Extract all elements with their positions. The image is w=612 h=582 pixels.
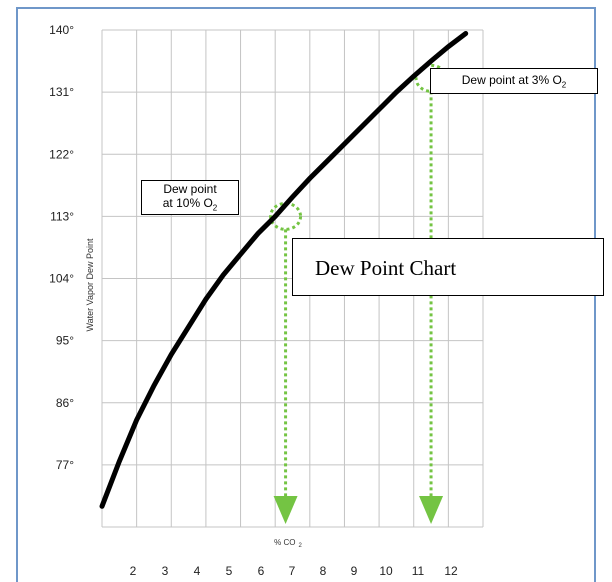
- y-tick-label: 95°: [56, 334, 74, 348]
- y-tick-label: 113°: [50, 209, 74, 223]
- y-tick-label: 77°: [56, 458, 74, 472]
- x-axis-label: % CO 2: [274, 538, 302, 549]
- x-tick-label: 12: [444, 564, 458, 578]
- y-tick-label: 104°: [49, 272, 74, 286]
- dew-point-curve: [99, 31, 469, 509]
- x-tick-label: 8: [320, 564, 327, 578]
- y-tick-label: 131°: [49, 85, 74, 99]
- y-tick-label: 122°: [49, 147, 74, 161]
- x-tick-label: 10: [379, 564, 393, 578]
- x-tick-label: 9: [351, 564, 358, 578]
- x-tick-label: 3: [162, 564, 169, 578]
- y-axis-ticks: 140° 131° 122° 113° 104° 95° 86° 77°: [49, 23, 74, 472]
- x-tick-label: 5: [226, 564, 233, 578]
- x-tick-label: 4: [194, 564, 201, 578]
- annotation-3pct-o2: Dew point at 3% O2: [430, 68, 598, 94]
- annotation-10pct-line1: Dew point: [163, 182, 217, 196]
- y-tick-label: 140°: [49, 23, 74, 37]
- annotation-arrowhead: [273, 496, 298, 524]
- chart-title: Dew Point Chart: [292, 238, 604, 296]
- y-tick-label: 86°: [56, 396, 74, 410]
- y-axis-label: Water Vapor Dew Point: [85, 238, 95, 332]
- x-tick-label: 11: [412, 564, 425, 578]
- annotation-10pct-line2: at 10% O2: [162, 196, 218, 213]
- x-tick-label: 6: [258, 564, 265, 578]
- annotation-10pct-o2: Dew point at 10% O2: [141, 180, 239, 215]
- x-tick-label: 2: [130, 564, 137, 578]
- annotation-arrowhead: [419, 496, 444, 524]
- x-tick-label: 7: [289, 564, 296, 578]
- annotation-markers: [269, 63, 448, 524]
- x-axis-ticks: 2 3 4 5 6 7 8 9 10 11 12: [130, 564, 458, 578]
- annotation-circle: [269, 201, 303, 231]
